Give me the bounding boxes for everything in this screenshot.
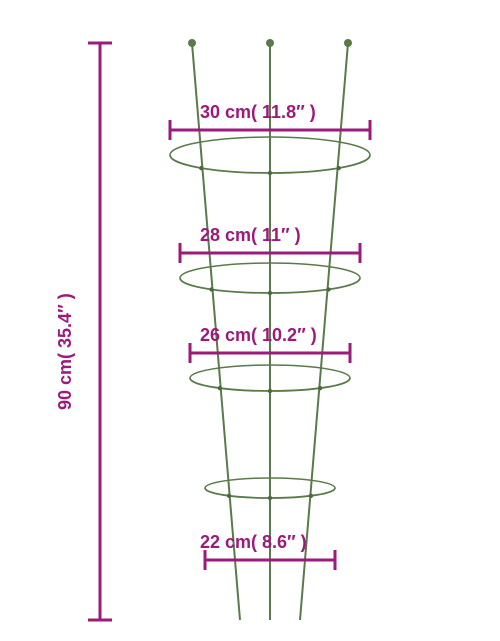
- dimension-label: 90 cm( 35.4″ ): [55, 293, 76, 410]
- dimension-label: 26 cm( 10.2″ ): [200, 325, 317, 346]
- dimension-label: 28 cm( 11″ ): [200, 225, 301, 246]
- dimension-label: 22 cm( 8.6″ ): [200, 532, 307, 553]
- dimension-label: 30 cm( 11.8″ ): [200, 102, 316, 123]
